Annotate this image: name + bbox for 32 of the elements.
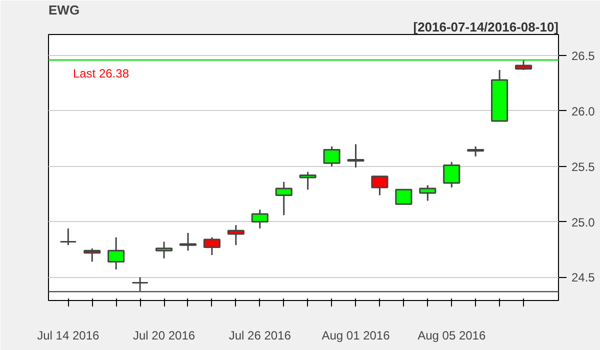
y-tick-label: 24.5 bbox=[572, 270, 596, 285]
x-tick-label: Jul 26 2016 bbox=[228, 328, 292, 342]
y-tick-label: 26.0 bbox=[572, 104, 596, 118]
candlestick bbox=[419, 184, 436, 202]
y-tick-label: 25.5 bbox=[572, 160, 596, 174]
candlestick bbox=[132, 276, 149, 292]
x-tick-label: Jul 20 2016 bbox=[132, 328, 196, 342]
y-tick-label: 25.0 bbox=[572, 215, 596, 230]
candlestick bbox=[347, 143, 364, 168]
candlestick bbox=[179, 232, 197, 252]
candlestick bbox=[299, 171, 316, 190]
candlestick bbox=[84, 248, 101, 262]
candlestick bbox=[251, 208, 268, 230]
candlestick bbox=[60, 228, 77, 246]
candlestick bbox=[203, 236, 220, 256]
candlestick bbox=[371, 176, 388, 196]
chart-subtitle: [2016-07-14/2016-08-10] bbox=[413, 20, 559, 34]
x-tick-label: Jul 14 2016 bbox=[37, 328, 100, 342]
candlestick bbox=[395, 188, 412, 205]
candlestick bbox=[108, 236, 125, 270]
x-tick-label: Aug 05 2016 bbox=[418, 328, 486, 342]
candlestick bbox=[514, 59, 532, 71]
candlestick bbox=[323, 146, 340, 168]
candlestick bbox=[275, 181, 292, 216]
x-tick-label: Aug 01 2016 bbox=[322, 328, 390, 342]
candlestick bbox=[227, 224, 244, 246]
candlestick bbox=[467, 146, 484, 158]
annotation: Last 26.38 bbox=[72, 66, 130, 80]
candlestick bbox=[155, 241, 173, 260]
y-tick-label: 26.5 bbox=[572, 49, 596, 64]
chart-title: EWG bbox=[48, 2, 80, 18]
candlestick bbox=[443, 161, 460, 188]
